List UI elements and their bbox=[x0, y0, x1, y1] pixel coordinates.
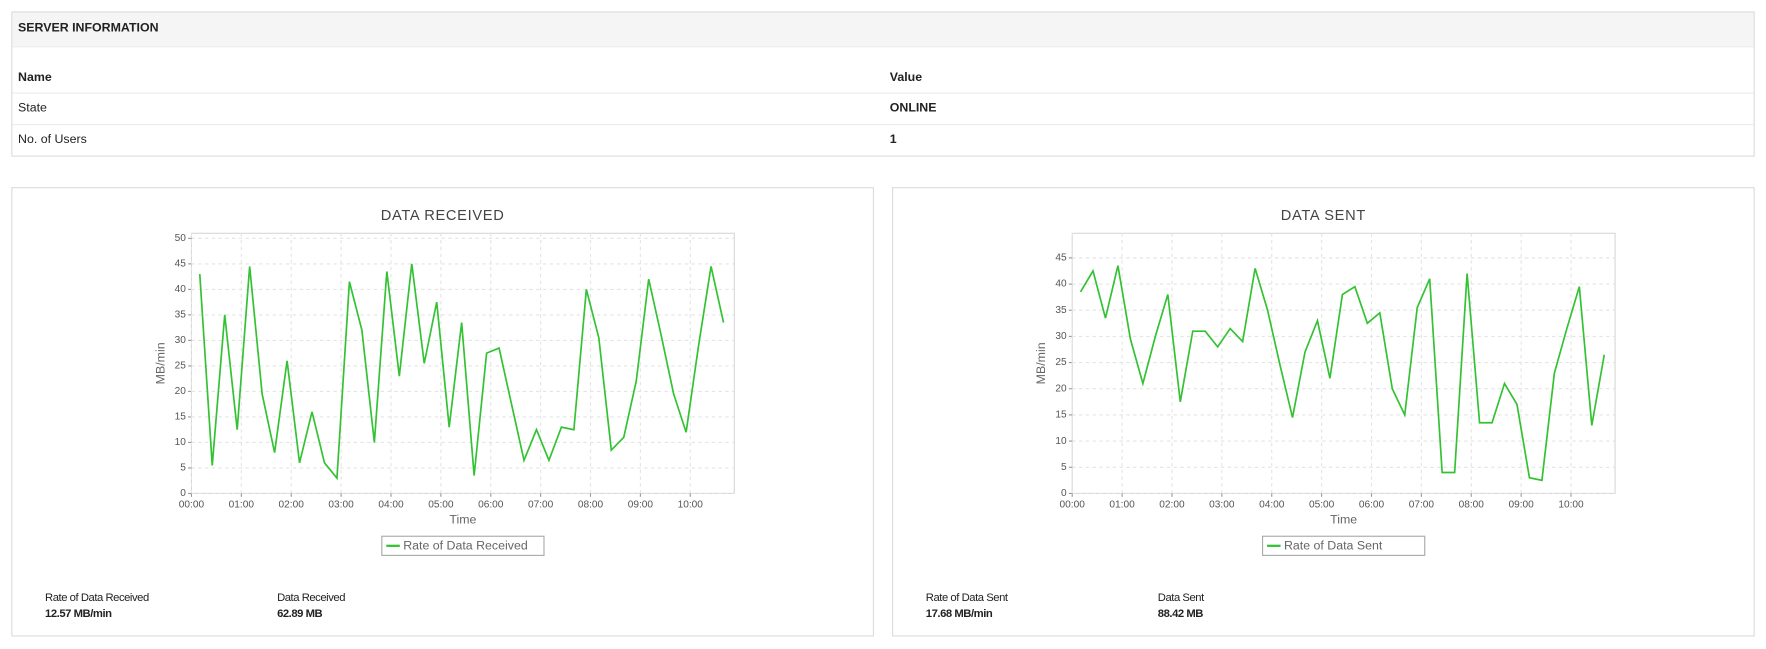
x-tick-label: 03:00 bbox=[1209, 499, 1235, 510]
row-value: ONLINE bbox=[890, 101, 937, 115]
x-tick-label: 08:00 bbox=[578, 499, 604, 510]
x-tick-label: 07:00 bbox=[528, 499, 554, 510]
y-tick-label: 10 bbox=[175, 437, 187, 448]
x-tick-label: 04:00 bbox=[378, 499, 404, 510]
chart-title: DATA RECEIVED bbox=[381, 208, 505, 224]
x-tick-label: 02:00 bbox=[279, 499, 305, 510]
row-name: No. of Users bbox=[18, 132, 87, 146]
x-tick-label: 09:00 bbox=[628, 499, 654, 510]
y-tick-label: 35 bbox=[175, 310, 187, 321]
y-tick-label: 35 bbox=[1055, 305, 1067, 316]
x-tick-label: 05:00 bbox=[1309, 499, 1335, 510]
x-axis-label: Time bbox=[449, 513, 476, 527]
x-tick-label: 08:00 bbox=[1459, 499, 1485, 510]
row-value: 1 bbox=[890, 132, 897, 146]
y-tick-label: 0 bbox=[1061, 488, 1067, 499]
stat-label: Rate of Data Sent bbox=[926, 592, 1009, 604]
x-tick-label: 01:00 bbox=[229, 499, 255, 510]
y-tick-label: 25 bbox=[1055, 357, 1067, 368]
y-tick-label: 10 bbox=[1055, 436, 1067, 447]
y-tick-label: 25 bbox=[175, 361, 187, 372]
stat-value: 12.57 MB/min bbox=[45, 608, 112, 620]
legend-label: Rate of Data Received bbox=[403, 539, 528, 553]
y-tick-label: 15 bbox=[175, 412, 187, 423]
y-tick-label: 20 bbox=[1055, 383, 1067, 394]
row-name: State bbox=[18, 101, 47, 115]
y-tick-label: 40 bbox=[175, 284, 187, 295]
x-tick-label: 10:00 bbox=[1558, 499, 1584, 510]
y-tick-label: 0 bbox=[180, 488, 186, 499]
x-axis-label: Time bbox=[1330, 513, 1357, 527]
stat-label: Data Received bbox=[277, 592, 345, 604]
stat-label: Data Sent bbox=[1158, 592, 1205, 604]
x-tick-label: 06:00 bbox=[1359, 499, 1385, 510]
stat-label: Rate of Data Received bbox=[45, 592, 149, 604]
chart-panel bbox=[892, 187, 1755, 637]
y-tick-label: 45 bbox=[1055, 253, 1067, 264]
x-tick-label: 03:00 bbox=[328, 499, 354, 510]
y-tick-label: 40 bbox=[1055, 279, 1067, 290]
x-tick-label: 07:00 bbox=[1409, 499, 1435, 510]
y-tick-label: 20 bbox=[175, 386, 187, 397]
legend-box bbox=[381, 535, 545, 556]
stat-value: 88.42 MB bbox=[1158, 608, 1203, 620]
x-tick-label: 00:00 bbox=[1060, 499, 1086, 510]
x-tick-label: 01:00 bbox=[1109, 499, 1135, 510]
x-tick-label: 00:00 bbox=[179, 499, 205, 510]
y-axis-label: MB/min bbox=[1034, 342, 1048, 384]
y-axis-label: MB/min bbox=[153, 342, 167, 384]
x-tick-label: 02:00 bbox=[1159, 499, 1185, 510]
y-tick-label: 50 bbox=[175, 233, 187, 244]
y-tick-label: 5 bbox=[1061, 462, 1067, 473]
chart-panel bbox=[11, 187, 874, 637]
server-panel-header bbox=[12, 12, 1754, 47]
panel-title: SERVER INFORMATION bbox=[18, 21, 159, 35]
y-tick-label: 15 bbox=[1055, 410, 1067, 421]
column-header: Name bbox=[18, 70, 52, 84]
x-tick-label: 10:00 bbox=[678, 499, 704, 510]
x-tick-label: 09:00 bbox=[1508, 499, 1534, 510]
data-line bbox=[1079, 265, 1606, 482]
y-tick-label: 45 bbox=[175, 259, 187, 270]
stat-value: 62.89 MB bbox=[277, 608, 322, 620]
x-tick-label: 05:00 bbox=[428, 499, 454, 510]
chart-title: DATA SENT bbox=[1281, 208, 1366, 224]
column-header: Value bbox=[890, 70, 922, 84]
x-tick-label: 04:00 bbox=[1259, 499, 1285, 510]
legend-box bbox=[1261, 535, 1426, 556]
y-tick-label: 30 bbox=[175, 335, 187, 346]
x-tick-label: 06:00 bbox=[478, 499, 504, 510]
stat-value: 17.68 MB/min bbox=[926, 608, 993, 620]
y-tick-label: 30 bbox=[1055, 331, 1067, 342]
y-tick-label: 5 bbox=[180, 463, 186, 474]
legend-label: Rate of Data Sent bbox=[1284, 539, 1383, 553]
data-line bbox=[198, 263, 725, 481]
